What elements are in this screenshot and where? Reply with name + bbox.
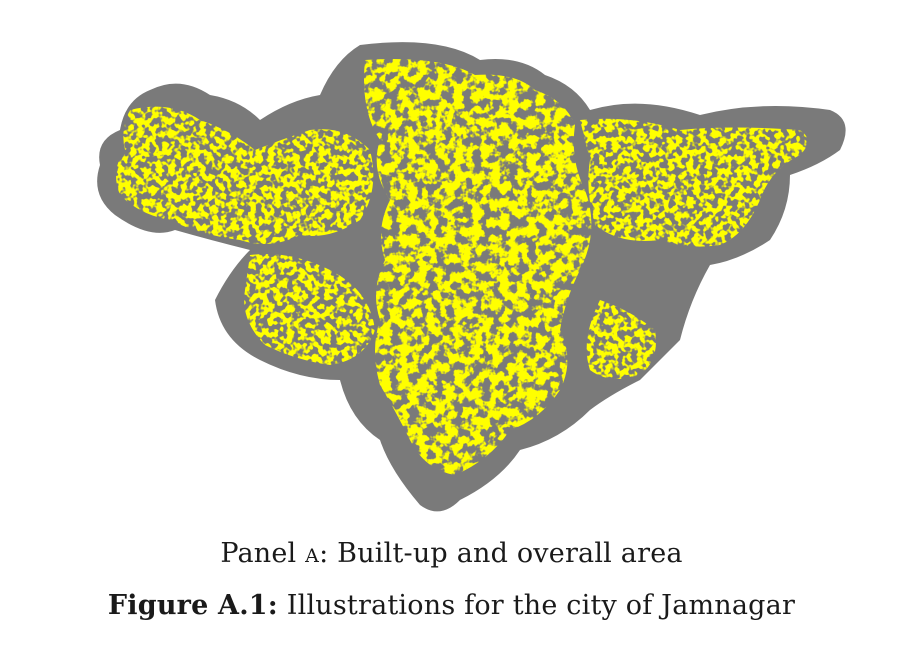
panel-text: : Built-up and overall area <box>319 538 683 569</box>
city-map <box>97 42 846 512</box>
map-canvas <box>97 42 846 512</box>
figure-caption-text: Illustrations for the city of Jamnagar <box>277 590 796 621</box>
figure-caption: Figure A.1: Illustrations for the city o… <box>0 590 903 621</box>
panel-letter: A <box>305 538 320 569</box>
panel-caption: Panel A: Built-up and overall area <box>0 538 903 569</box>
built-up-area <box>116 59 808 475</box>
panel-prefix: Panel <box>220 538 297 569</box>
figure-label: Figure A.1: <box>107 590 278 621</box>
